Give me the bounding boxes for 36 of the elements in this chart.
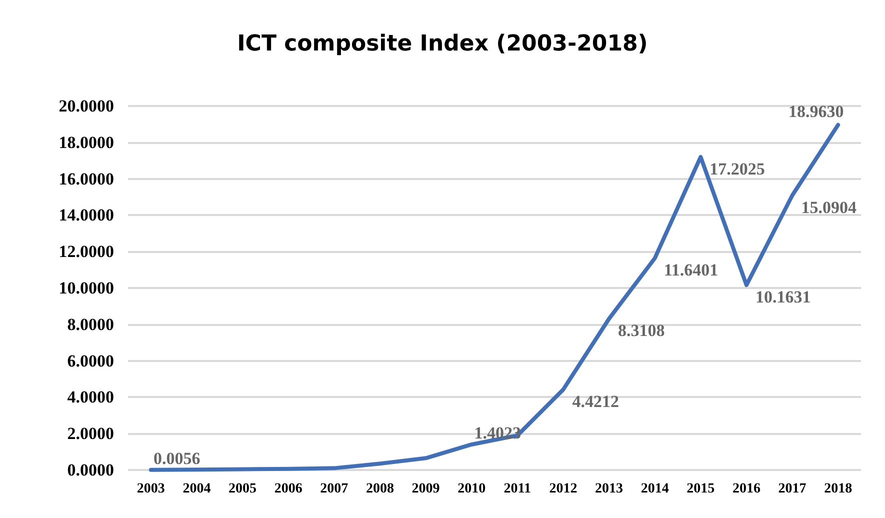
x-tick-label: 2014 <box>640 482 669 496</box>
x-tick-label: 2008 <box>366 482 394 496</box>
x-tick-label: 2005 <box>228 482 257 496</box>
x-tick-label: 2003 <box>136 482 165 496</box>
data-label: 17.2025 <box>710 159 765 178</box>
y-tick-label: 4.0000 <box>67 388 114 407</box>
y-tick-label: 10.0000 <box>58 278 114 298</box>
y-tick-label: 18.0000 <box>58 132 114 152</box>
y-tick-label: 8.0000 <box>67 314 114 334</box>
x-tick-label: 2006 <box>274 482 302 496</box>
y-tick-label: 16.0000 <box>58 169 114 188</box>
x-tick-label: 2012 <box>549 482 578 496</box>
x-tick-label: 2004 <box>182 482 211 496</box>
x-tick-label: 2013 <box>595 482 624 496</box>
y-tick-label: 6.0000 <box>67 351 114 370</box>
x-tick-label: 2016 <box>732 482 760 496</box>
x-tick-label: 2018 <box>824 482 852 496</box>
y-tick-label: 14.0000 <box>58 206 114 225</box>
data-label: 0.0056 <box>154 448 200 468</box>
chart-title: ICT composite Index (2003-2018) <box>237 32 648 56</box>
y-tick-label: 0.0000 <box>67 460 114 480</box>
x-tick-label: 2015 <box>686 482 715 496</box>
data-label: 8.3108 <box>618 321 665 340</box>
data-label: 18.9630 <box>788 102 844 121</box>
x-tick-label: 2011 <box>504 482 532 496</box>
x-tick-label: 2017 <box>778 482 806 496</box>
data-label: 15.0904 <box>801 198 858 217</box>
y-tick-label: 20.0000 <box>58 96 114 116</box>
data-label: 4.4212 <box>572 392 619 412</box>
data-label: 10.1631 <box>755 288 811 307</box>
x-tick-label: 2007 <box>320 482 348 496</box>
data-label: 11.6401 <box>664 260 718 280</box>
y-tick-label: 2.0000 <box>67 424 114 444</box>
x-tick-label: 2010 <box>458 482 486 496</box>
y-tick-label: 12.0000 <box>58 242 114 262</box>
x-tick-label: 2009 <box>412 482 440 496</box>
